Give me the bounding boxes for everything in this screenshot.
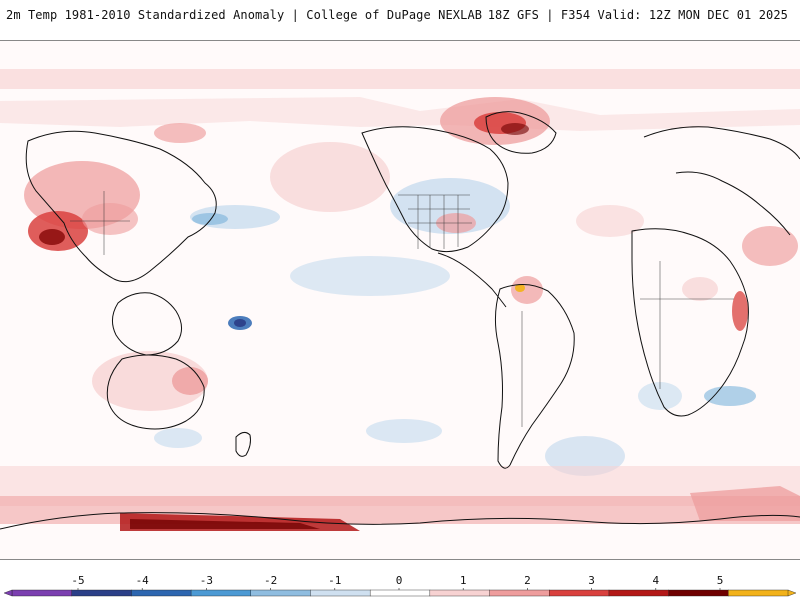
south-america-coast	[494, 284, 575, 469]
run-valid-time: 18Z GFS | F354 Valid: 12Z MON DEC 01 202…	[487, 8, 788, 22]
colorbar-tick-label: -3	[200, 574, 213, 587]
colorbar-segment	[549, 589, 610, 597]
eurasia-north-coast	[643, 126, 800, 160]
colorbar-segment	[608, 589, 670, 597]
colorbar-left-cap	[3, 589, 13, 597]
middle-east-warm	[742, 226, 798, 266]
australia-warm	[92, 351, 208, 411]
colorbar-segment	[489, 589, 550, 597]
siberia-warm	[154, 123, 206, 143]
south-pacific-cold-core	[234, 319, 246, 327]
venezuela-peak	[515, 284, 525, 292]
tasman-cool	[154, 428, 202, 448]
colorbar-segment	[131, 589, 192, 597]
colorbar-segment	[429, 589, 490, 597]
colorbar-segment	[310, 589, 371, 597]
indian-ocean-cool	[704, 386, 756, 406]
africa-coast	[631, 228, 749, 417]
east-africa-hotspot	[732, 291, 748, 331]
colorbar-segment	[250, 589, 311, 597]
north-warm-streak	[0, 97, 800, 131]
colorbar-right-cap	[787, 589, 797, 597]
colorbar-segment	[369, 589, 431, 597]
colorbar-segment	[728, 589, 789, 597]
coastlines	[0, 111, 800, 530]
southeast-pacific-cool	[366, 419, 442, 443]
colorbar-tick-label: 4	[652, 574, 659, 587]
north-america-coast	[361, 126, 509, 253]
anomaly-fills	[0, 41, 800, 559]
colorbar-tick-label: -4	[136, 574, 150, 587]
colorbar: -5 -4 -3 -2 -1 0 1 2 3 4 5	[0, 572, 800, 600]
colorbar-tick-label: -2	[264, 574, 277, 587]
north-pacific-warm	[270, 142, 390, 212]
east-africa-warm	[682, 277, 718, 301]
colorbar-tick-label: 5	[717, 574, 724, 587]
china-warm	[82, 203, 138, 235]
north-america-cool	[390, 178, 510, 234]
europe-coast	[675, 171, 791, 236]
anomaly-map[interactable]	[0, 41, 800, 559]
antarctic-core	[130, 519, 320, 529]
colorbar-tick-label: -5	[71, 574, 84, 587]
tibet-core	[39, 229, 65, 245]
colorbar-segment	[71, 589, 132, 597]
colorbar-segment	[668, 589, 729, 597]
central-pacific-cool-core	[192, 213, 228, 225]
colorbar-bar	[3, 589, 797, 597]
antarctica-coast	[0, 512, 800, 530]
arctic-warm-band	[0, 69, 800, 89]
colorbar-ticks: -5 -4 -3 -2 -1 0 1 2 3 4 5	[71, 574, 723, 590]
greenland-coast	[485, 111, 557, 154]
australia-coast	[106, 354, 205, 430]
colorbar-tick-label: 0	[396, 574, 403, 587]
greenland-core	[501, 123, 529, 135]
map-panel[interactable]	[0, 40, 800, 560]
colorbar-segment	[11, 589, 73, 597]
central-america-coast	[437, 252, 507, 308]
asia-coast	[25, 130, 217, 283]
colorbar-segment	[190, 589, 252, 597]
borders	[70, 191, 734, 427]
tropical-pacific-cool	[290, 256, 450, 296]
product-title: 2m Temp 1981-2010 Standardized Anomaly |…	[6, 8, 483, 22]
north-atlantic-warm	[576, 205, 644, 237]
antarctic-east-warm	[690, 486, 800, 521]
colorbar-svg: -5 -4 -3 -2 -1 0 1 2 3 4 5	[3, 574, 797, 597]
indonesia-coast	[112, 292, 182, 356]
australia-east-warm	[172, 367, 208, 395]
new-zealand-coast	[235, 431, 251, 457]
south-africa-cool	[638, 382, 682, 410]
colorbar-tick-label: 3	[588, 574, 595, 587]
venezuela-warm	[511, 276, 543, 304]
colorbar-tick-label: 2	[524, 574, 531, 587]
header-bar: 2m Temp 1981-2010 Standardized Anomaly |…	[0, 0, 800, 30]
colorbar-tick-label: -1	[328, 574, 341, 587]
colorbar-tick-label: 1	[460, 574, 467, 587]
